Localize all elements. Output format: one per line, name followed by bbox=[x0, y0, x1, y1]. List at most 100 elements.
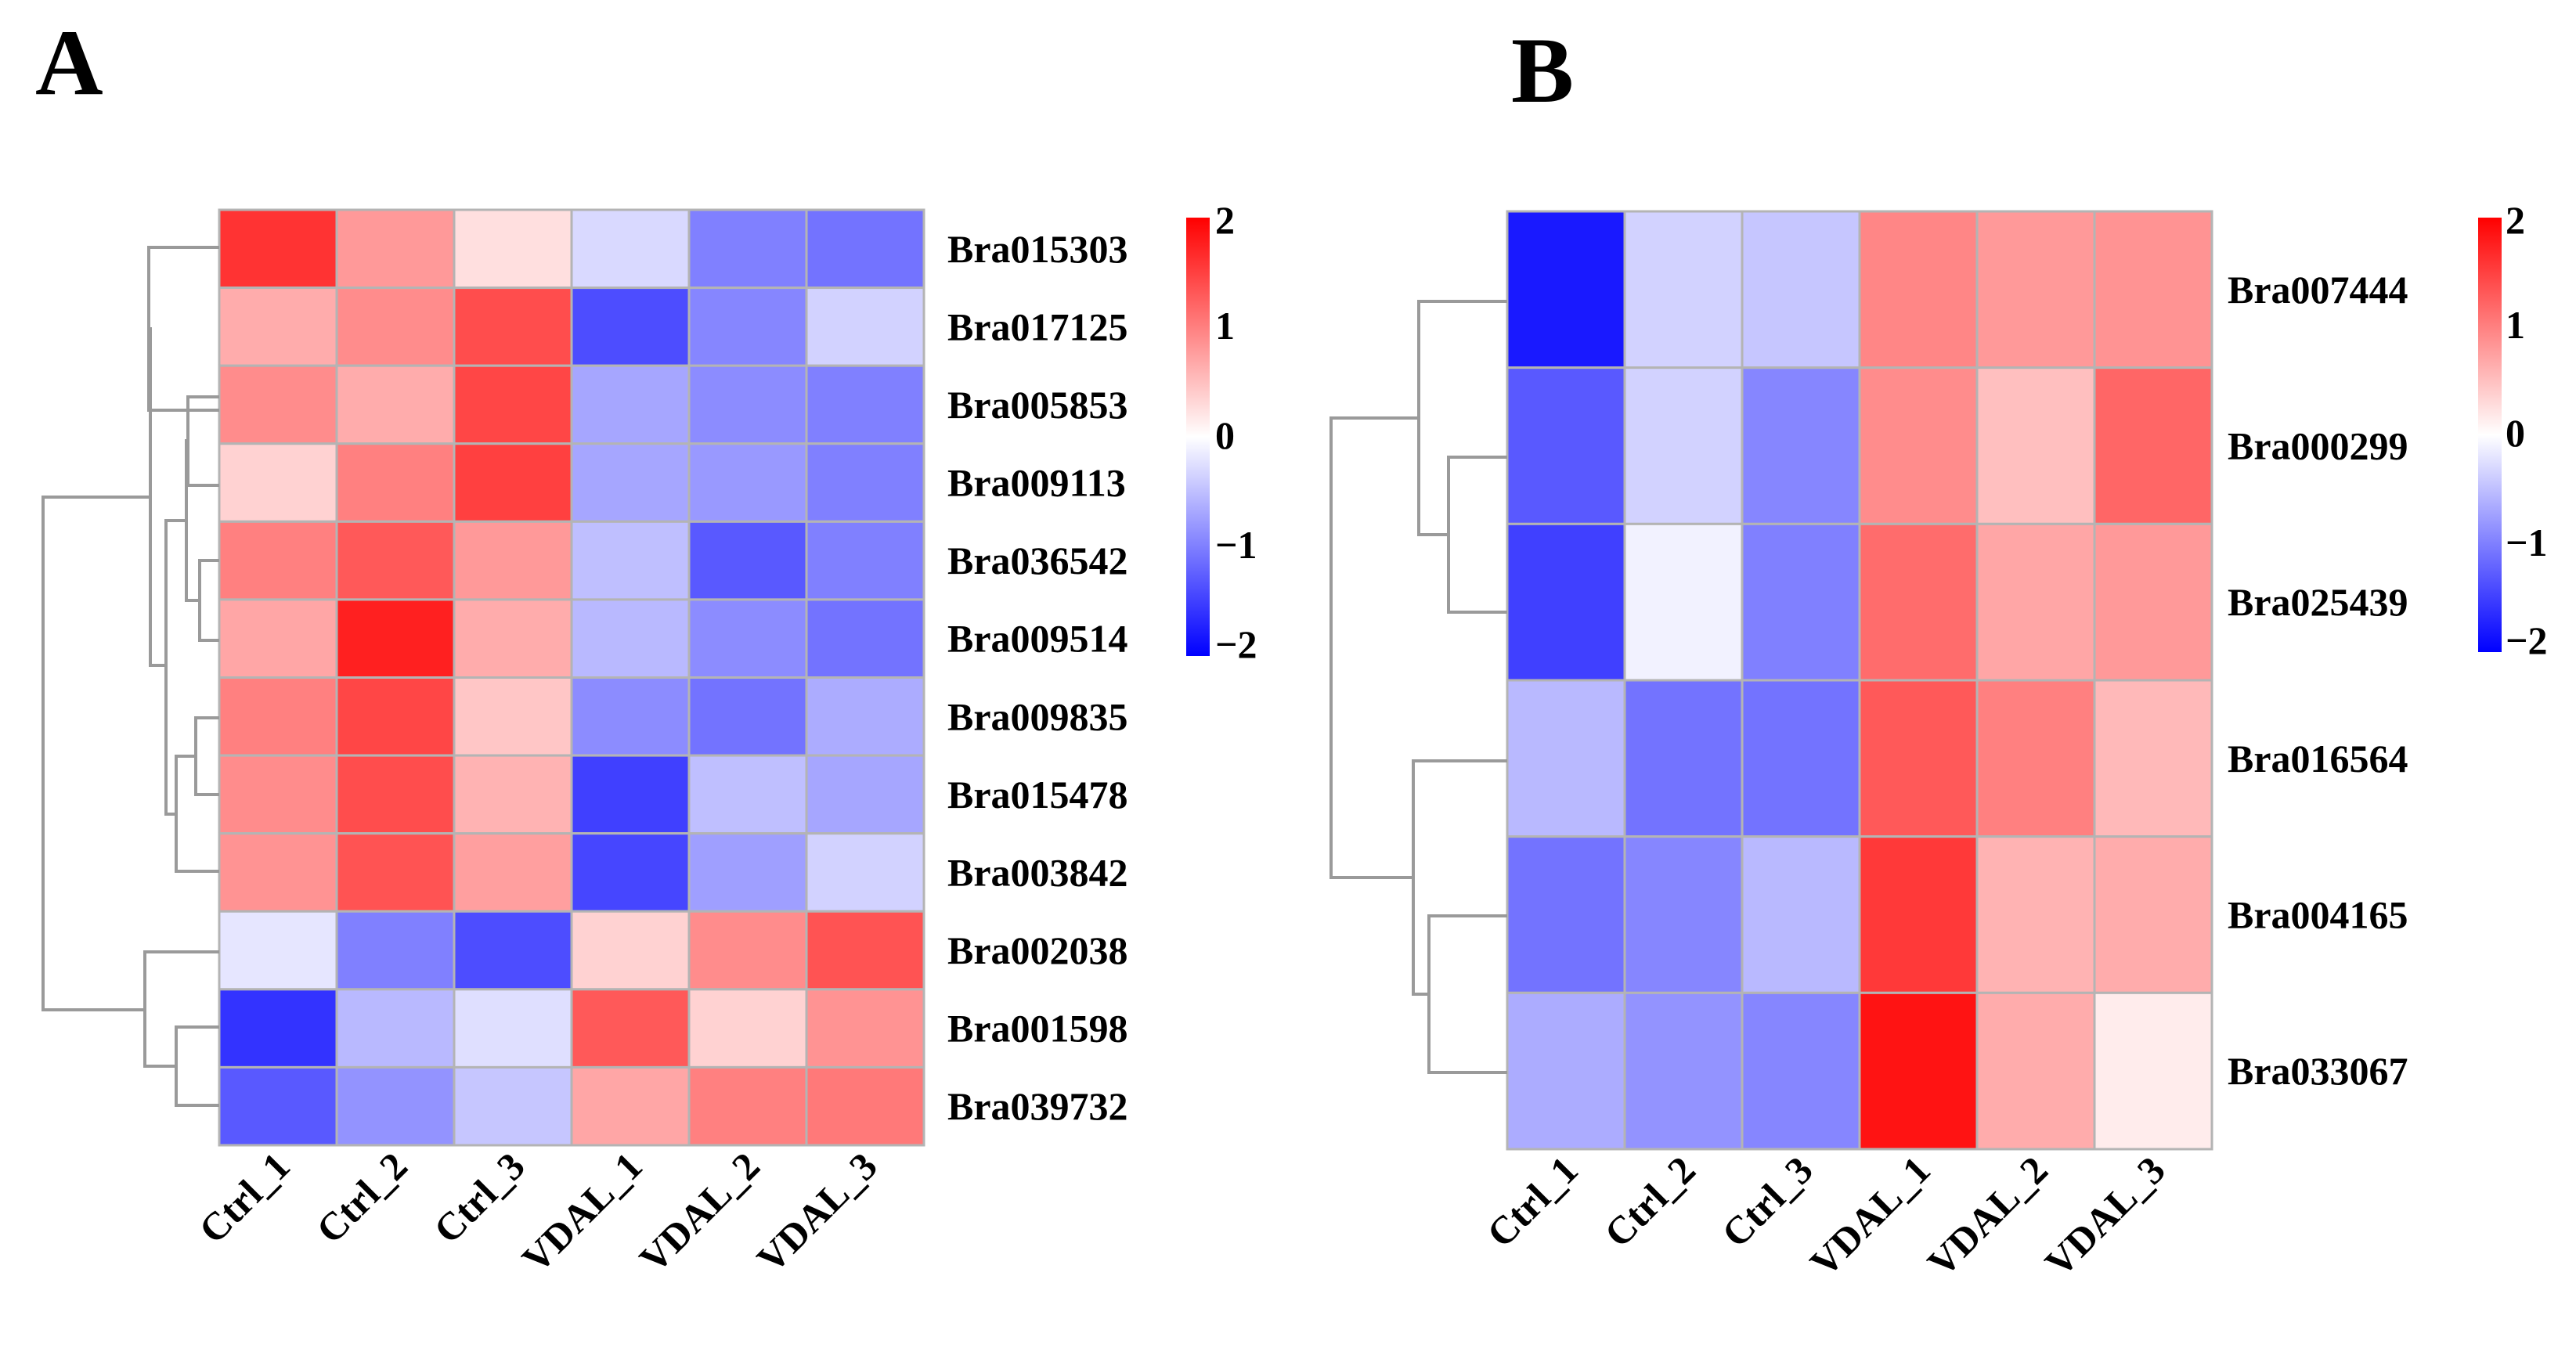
legend-b: 2 1 0 −1 −2 bbox=[2478, 198, 2548, 662]
heatmap-cell bbox=[1975, 679, 2096, 838]
heatmap-cell bbox=[1741, 835, 1861, 994]
heatmap-cell bbox=[453, 208, 573, 290]
heatmap-cell bbox=[2093, 366, 2213, 525]
heatmap-cell bbox=[218, 988, 338, 1069]
row-label: Bra005853 bbox=[947, 383, 1128, 427]
column-label: Ctrl_1 bbox=[190, 1144, 298, 1252]
heatmap-cell bbox=[335, 598, 456, 679]
heatmap-cell bbox=[1623, 835, 1744, 994]
legend-b-colorbar bbox=[2478, 218, 2502, 652]
heatmap-cell bbox=[687, 364, 808, 445]
heatmap-cell bbox=[335, 832, 456, 913]
heatmap-cell bbox=[570, 832, 691, 913]
heatmap-cell bbox=[570, 287, 691, 367]
heatmap-cell bbox=[687, 988, 808, 1069]
dendrogram-a bbox=[41, 246, 219, 1107]
heatmap-cell bbox=[1858, 991, 1979, 1151]
row-label: Bra001598 bbox=[947, 1007, 1128, 1051]
heatmap-cell bbox=[335, 442, 456, 523]
heatmap-cell bbox=[570, 754, 691, 835]
row-label: Bra007444 bbox=[2228, 268, 2408, 312]
heatmap-a bbox=[218, 208, 925, 1147]
column-label: VDAL_1 bbox=[514, 1144, 651, 1281]
heatmap-cell bbox=[1623, 679, 1744, 838]
heatmap-cell bbox=[687, 520, 808, 601]
heatmap-cell bbox=[335, 988, 456, 1069]
heatmap-cell bbox=[687, 598, 808, 679]
heatmap-cell bbox=[1506, 679, 1626, 838]
legend-a: 2 1 0 −1 −2 bbox=[1186, 198, 1257, 666]
heatmap-cell bbox=[1623, 366, 1744, 525]
row-label: Bra017125 bbox=[947, 305, 1128, 348]
heatmap-cell bbox=[218, 442, 338, 523]
heatmap-cell bbox=[1975, 835, 2096, 994]
heatmap-cell bbox=[1506, 991, 1626, 1151]
heatmap-cell bbox=[805, 754, 925, 835]
legend-b-tick: 2 bbox=[2506, 198, 2525, 242]
heatmap-cell bbox=[1858, 679, 1979, 838]
column-label: Ctrl_1 bbox=[1478, 1148, 1586, 1256]
heatmap-cell bbox=[805, 988, 925, 1069]
column-label: Ctrl_3 bbox=[425, 1144, 533, 1252]
row-label: Bra002038 bbox=[947, 928, 1128, 972]
heatmap-cell bbox=[1975, 522, 2096, 682]
heatmap-cell bbox=[453, 598, 573, 679]
heatmap-cell bbox=[218, 287, 338, 367]
heatmap-cell bbox=[1623, 210, 1744, 369]
heatmap-cell bbox=[453, 287, 573, 367]
heatmap-cell bbox=[570, 208, 691, 290]
heatmap-cell bbox=[805, 364, 925, 445]
row-label: Bra016564 bbox=[2228, 737, 2408, 780]
heatmap-cell bbox=[1623, 522, 1744, 682]
heatmap-cell bbox=[687, 1065, 808, 1147]
column-label: Ctrl_2 bbox=[308, 1144, 416, 1252]
heatmap-cell bbox=[2093, 991, 2213, 1151]
heatmap-cell bbox=[687, 442, 808, 523]
heatmap-cell bbox=[453, 520, 573, 601]
heatmap-cell bbox=[218, 754, 338, 835]
heatmap-cell bbox=[687, 832, 808, 913]
heatmap-cell bbox=[570, 988, 691, 1069]
column-label: VDAL_2 bbox=[631, 1144, 768, 1281]
heatmap-cell bbox=[805, 598, 925, 679]
column-label: VDAL_3 bbox=[749, 1144, 886, 1281]
heatmap-cell bbox=[570, 1065, 691, 1147]
heatmap-cell bbox=[1741, 522, 1861, 682]
heatmap-cell bbox=[218, 520, 338, 601]
row-label: Bra015478 bbox=[947, 773, 1128, 816]
heatmap-cell bbox=[218, 910, 338, 991]
heatmap-cell bbox=[218, 1065, 338, 1147]
heatmap-cell bbox=[335, 676, 456, 757]
heatmap-cell bbox=[805, 442, 925, 523]
column-label: VDAL_2 bbox=[1919, 1148, 2056, 1285]
row-label: Bra015303 bbox=[947, 227, 1128, 271]
heatmap-cell bbox=[1975, 210, 2096, 369]
heatmap-cell bbox=[2093, 835, 2213, 994]
heatmap-cell bbox=[570, 364, 691, 445]
heatmap-cell bbox=[1858, 522, 1979, 682]
heatmap-cell bbox=[1975, 991, 2096, 1151]
row-label: Bra039732 bbox=[947, 1084, 1128, 1128]
heatmap-cell bbox=[570, 520, 691, 601]
legend-b-tick: −1 bbox=[2506, 521, 2548, 564]
column-label: VDAL_3 bbox=[2037, 1148, 2174, 1285]
heatmap-cell bbox=[335, 208, 456, 290]
heatmap-cell bbox=[453, 832, 573, 913]
heatmap-cell bbox=[1858, 210, 1979, 369]
heatmap-cell bbox=[805, 1065, 925, 1147]
legend-b-tick: 0 bbox=[2506, 411, 2525, 455]
row-labels-a: Bra015303 Bra017125 Bra005853 Bra009113 Bra0… bbox=[947, 227, 1128, 1128]
heatmap-cell bbox=[687, 208, 808, 290]
heatmap-cell bbox=[1858, 366, 1979, 525]
legend-a-colorbar bbox=[1186, 218, 1210, 656]
row-labels-b: Bra007444 Bra000299 Bra025439 Bra016564 Bra0… bbox=[2228, 268, 2408, 1093]
legend-b-tick: −2 bbox=[2506, 618, 2548, 662]
heatmap-cell bbox=[2093, 210, 2213, 369]
heatmap-cell bbox=[1741, 679, 1861, 838]
heatmap-cell bbox=[570, 910, 691, 991]
heatmap-cell bbox=[2093, 522, 2213, 682]
heatmap-cell bbox=[218, 676, 338, 757]
row-label: Bra036542 bbox=[947, 539, 1128, 582]
